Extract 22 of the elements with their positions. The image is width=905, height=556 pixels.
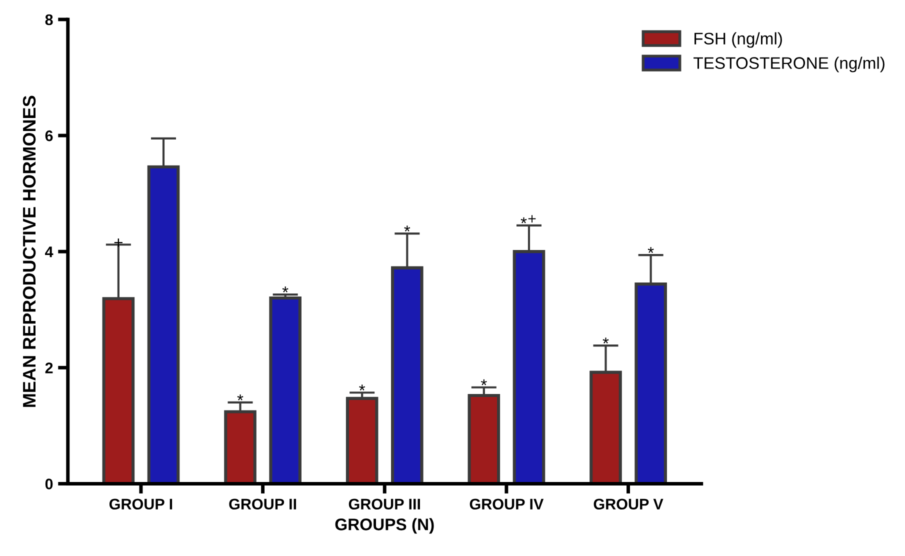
y-tick-label: 2 [45, 362, 53, 374]
data-label: * [282, 286, 288, 292]
x-tick-label: GROUP V [594, 498, 664, 510]
legend-label: FSH (ng/ml) [694, 32, 782, 48]
y-tick-label: 4 [45, 246, 54, 258]
data-label: * [480, 379, 487, 386]
data-label: * [359, 384, 366, 390]
y-tick-label: 0 [45, 478, 53, 490]
data-label: *$^{+}$ [520, 215, 536, 224]
x-axis-title: GROUPS (N) [335, 518, 434, 534]
x-tick-label: GROUP II [229, 498, 296, 510]
y-tick-label: 8 [45, 14, 53, 26]
y-tick-label: 6 [45, 130, 53, 142]
x-tick-label: GROUP IV [470, 498, 544, 510]
data-label: * [237, 394, 244, 400]
data-label: * [404, 226, 410, 232]
x-tick-label: GROUP III [348, 498, 420, 510]
y-axis-title: MEAN REPRODUCTIVE HORMONES [22, 96, 36, 407]
legend-label: TESTOSTERONE (ng/ml) [694, 56, 884, 72]
data-label: * [602, 338, 609, 344]
x-tick-label: GROUP I [109, 498, 172, 510]
data-label: * [648, 247, 654, 253]
